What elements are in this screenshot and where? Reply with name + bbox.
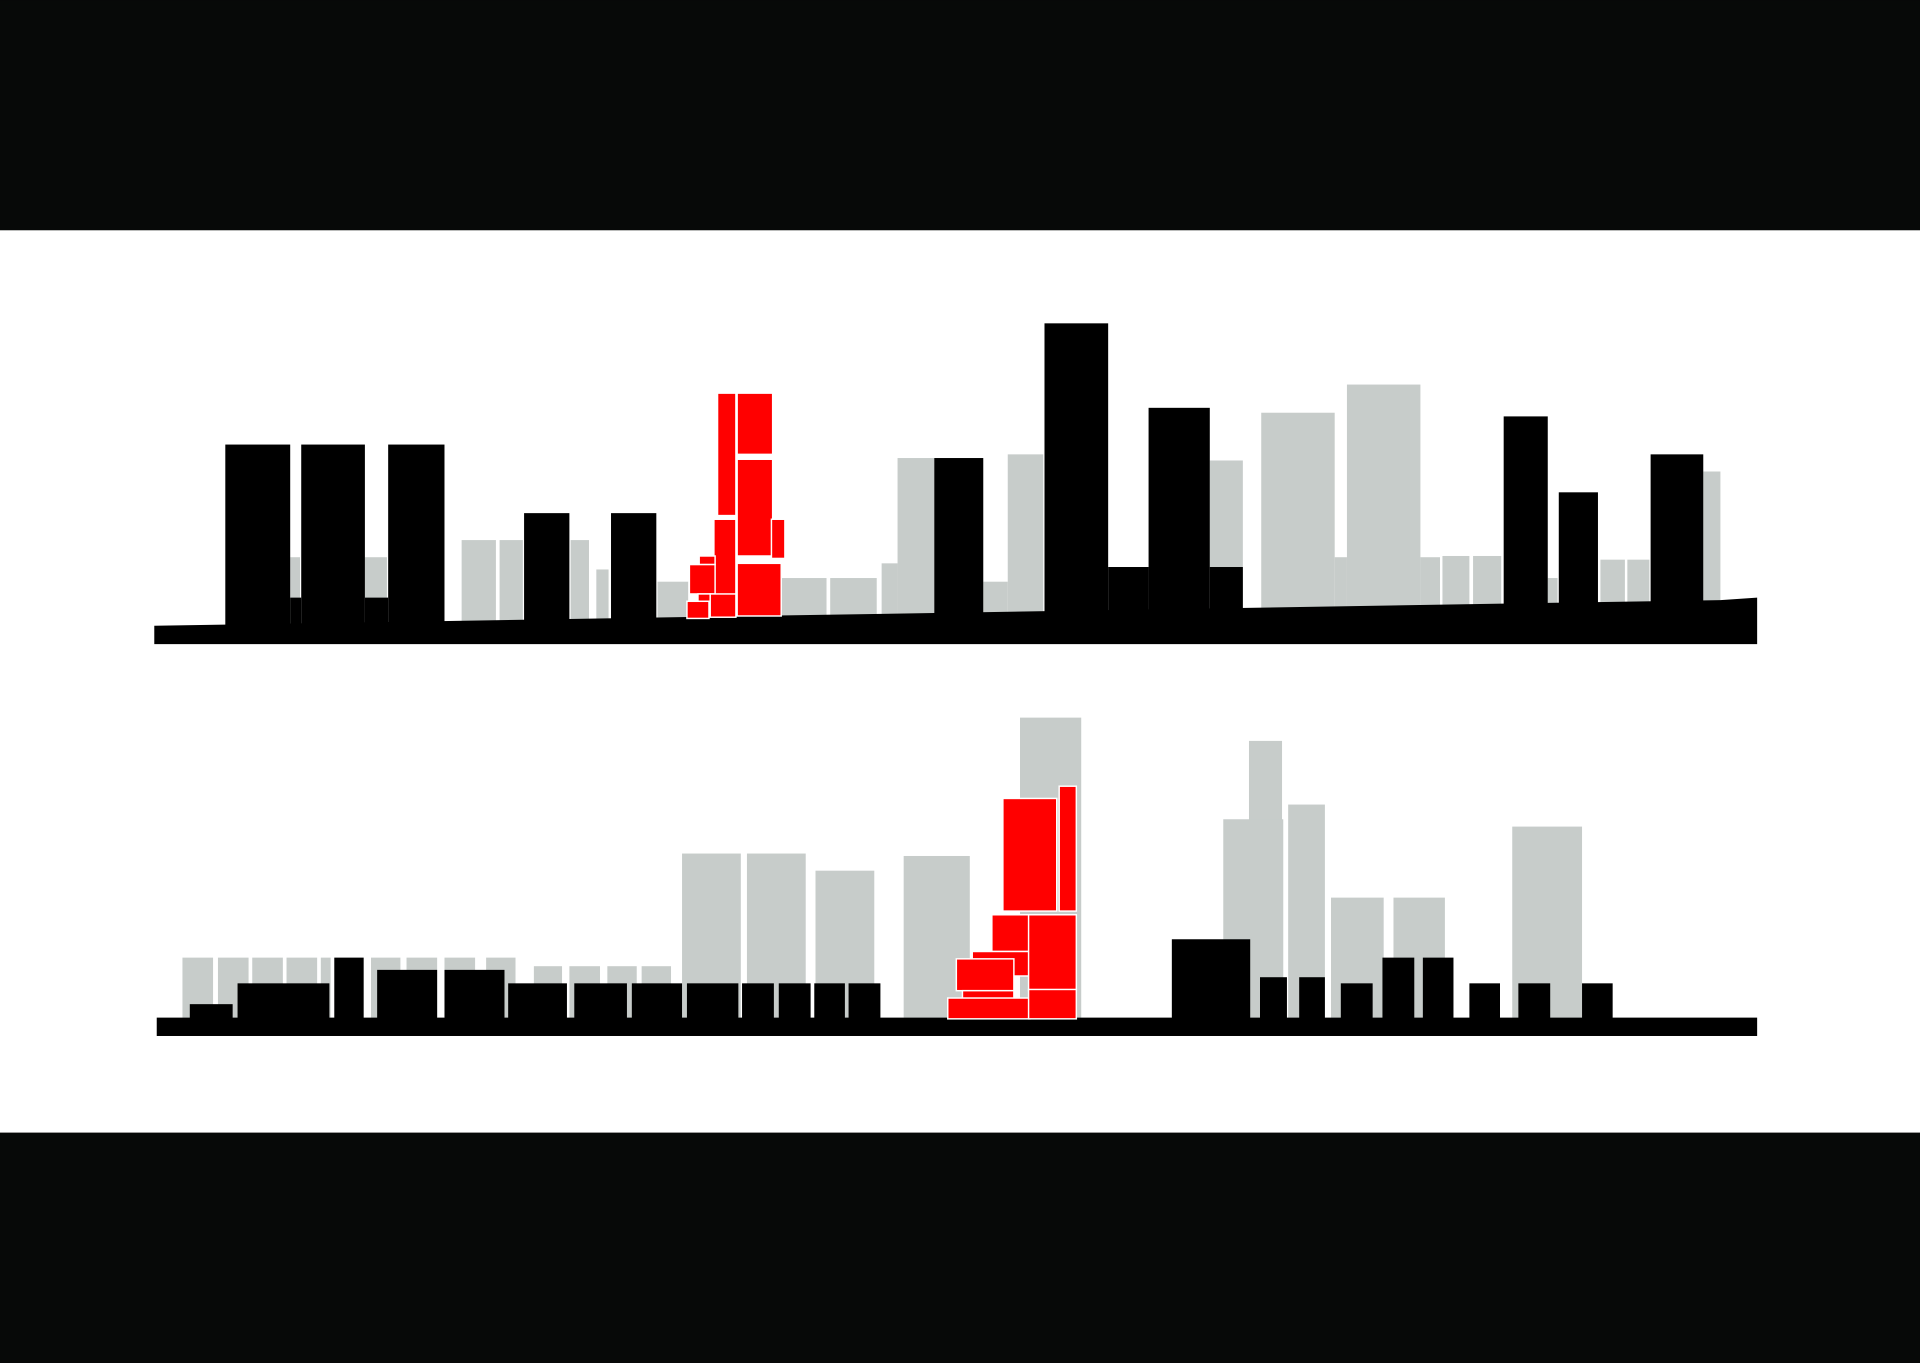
- background-building: [596, 569, 609, 628]
- ground: [156, 1017, 1758, 1036]
- proposed-block: [716, 392, 737, 517]
- building: [686, 983, 739, 1019]
- building: [1582, 983, 1613, 1019]
- building: [742, 983, 774, 1019]
- building: [1518, 983, 1551, 1019]
- building: [1148, 407, 1210, 628]
- background-building: [1703, 471, 1721, 628]
- upper-section: [154, 323, 1758, 645]
- background-building: [897, 458, 935, 628]
- building: [1503, 416, 1548, 628]
- background-building: [903, 855, 970, 1019]
- proposed-block: [1002, 797, 1058, 912]
- building: [334, 957, 364, 1019]
- background-building: [570, 540, 589, 628]
- building: [301, 444, 365, 628]
- building: [1171, 939, 1251, 1019]
- building: [290, 597, 302, 628]
- proposed-block: [770, 518, 786, 560]
- proposed-block: [736, 562, 782, 617]
- building: [508, 983, 567, 1019]
- proposed-block: [713, 518, 737, 596]
- background-building: [1007, 454, 1044, 628]
- proposed-block: [1027, 914, 1078, 992]
- ground: [154, 597, 1758, 645]
- building: [237, 983, 330, 1019]
- background-building: [1261, 412, 1335, 628]
- background-building: [290, 557, 300, 628]
- building: [1650, 454, 1704, 628]
- background-building: [881, 563, 898, 628]
- building: [934, 458, 984, 628]
- building: [388, 444, 445, 628]
- proposed-block: [697, 593, 711, 603]
- building: [814, 983, 845, 1019]
- building: [631, 983, 683, 1019]
- building: [377, 969, 438, 1019]
- building: [1299, 977, 1325, 1019]
- proposed-block: [1058, 785, 1078, 912]
- building: [778, 983, 811, 1019]
- lower-section: [156, 717, 1758, 1036]
- background-building: [461, 540, 496, 628]
- building: [364, 597, 389, 628]
- building: [1044, 323, 1109, 628]
- proposed-block: [686, 600, 710, 620]
- proposed-block: [736, 392, 774, 456]
- building: [1340, 983, 1373, 1019]
- building: [189, 1004, 233, 1019]
- proposed-block: [698, 555, 716, 566]
- building: [1422, 957, 1454, 1019]
- background-building: [1547, 578, 1558, 628]
- proposed-block: [1027, 988, 1078, 1020]
- building: [574, 983, 627, 1019]
- building: [848, 983, 881, 1019]
- building: [1260, 977, 1287, 1019]
- bottom-band: [0, 1132, 1920, 1363]
- building: [1382, 957, 1415, 1019]
- proposed-block: [709, 593, 737, 618]
- building: [444, 969, 505, 1019]
- building: [225, 444, 291, 628]
- proposed-block: [688, 563, 716, 595]
- building: [611, 513, 657, 628]
- proposed-block: [736, 458, 774, 557]
- building: [524, 513, 570, 628]
- proposed-block: [947, 997, 1031, 1020]
- building: [1469, 983, 1500, 1019]
- background-building: [1346, 384, 1421, 628]
- background-building: [499, 540, 523, 628]
- proposed-block: [955, 958, 1015, 992]
- top-band: [0, 0, 1920, 231]
